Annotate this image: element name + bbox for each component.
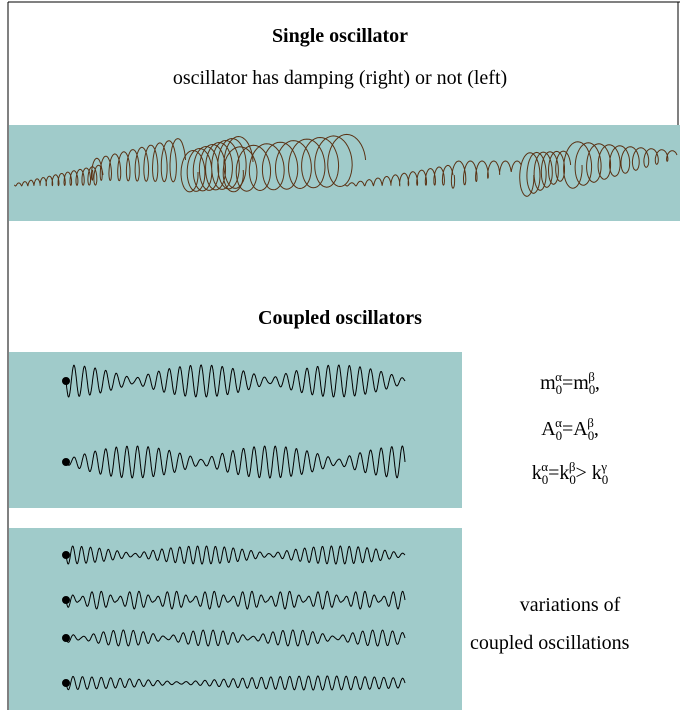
equations: m0α=m0β,A0α=A0β,k0α=k0β> k0γ [532, 369, 609, 487]
equation-part: β [569, 459, 576, 474]
equation-part: α [555, 369, 562, 384]
wave-illustration [62, 364, 406, 691]
equation-part: > k [575, 462, 601, 484]
spiral [14, 164, 104, 187]
equation: m0α=m0β, [540, 369, 600, 397]
equation-part: =k [548, 462, 569, 484]
caption-line: coupled oscillations [470, 632, 630, 654]
equation-part: 0 [569, 472, 576, 487]
spiral [450, 160, 522, 189]
wave [65, 675, 406, 691]
equation-part: 0 [556, 428, 563, 443]
panel-coupled [9, 352, 462, 508]
equation: A0α=A0β, [541, 415, 599, 443]
equation-part: 0 [602, 472, 609, 487]
wave-start-dot [62, 458, 70, 466]
equation-part: 0 [588, 428, 595, 443]
wave-start-dot [62, 634, 70, 642]
equation-part: k [532, 462, 542, 484]
wave-start-dot [62, 377, 70, 385]
equation-part: 0 [589, 382, 596, 397]
title: Single oscillator [272, 25, 408, 47]
equation-part: β [587, 415, 594, 430]
wave-start-dot [62, 551, 70, 559]
panel-single [9, 125, 680, 221]
equation-part: 0 [556, 382, 563, 397]
spiral [180, 135, 254, 193]
wave-start-dot [62, 679, 70, 687]
equation-part: γ [600, 459, 607, 474]
equation: k0α=k0β> k0γ [532, 459, 609, 487]
spiral [519, 150, 572, 197]
equation-part: m [540, 372, 556, 394]
wave [65, 545, 406, 565]
caption-line: variations of [520, 594, 621, 616]
equation-part: A [541, 418, 556, 440]
spiral-illustration [14, 133, 678, 197]
equation-part: α [541, 459, 548, 474]
equation-part: =A [562, 418, 588, 440]
wave [65, 364, 406, 398]
wave-start-dot [62, 596, 70, 604]
wave [65, 445, 406, 479]
equation-part: , [594, 418, 599, 440]
subtitle: oscillator has damping (right) or not (l… [173, 67, 507, 89]
equation-part: α [555, 415, 562, 430]
equation-part: =m [562, 372, 589, 394]
spiral [222, 133, 367, 193]
wave [65, 629, 406, 647]
section-title: Coupled oscillators [258, 307, 422, 329]
wave [65, 590, 406, 610]
equation-part: , [595, 372, 600, 394]
equation-part: 0 [542, 472, 549, 487]
spiral [345, 164, 454, 187]
equation-part: β [588, 369, 595, 384]
spiral [563, 141, 678, 189]
spiral [91, 138, 186, 183]
